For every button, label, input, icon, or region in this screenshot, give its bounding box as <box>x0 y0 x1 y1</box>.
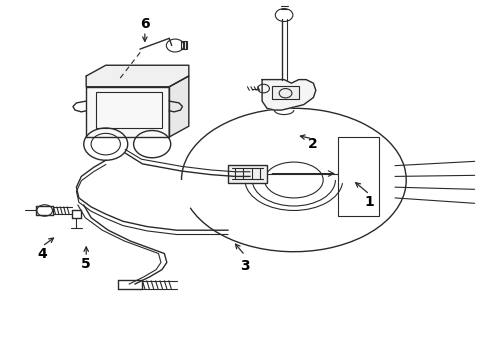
Text: 3: 3 <box>240 259 250 273</box>
Polygon shape <box>86 65 189 87</box>
Text: 6: 6 <box>140 17 149 31</box>
Polygon shape <box>169 76 189 137</box>
Polygon shape <box>262 80 316 110</box>
Text: 5: 5 <box>81 257 91 271</box>
Bar <box>338 137 379 216</box>
Text: 2: 2 <box>308 137 318 151</box>
Polygon shape <box>86 87 169 137</box>
Text: 4: 4 <box>37 247 47 261</box>
Bar <box>228 165 267 183</box>
Bar <box>96 92 162 128</box>
Bar <box>272 86 299 99</box>
Text: 1: 1 <box>365 194 374 208</box>
